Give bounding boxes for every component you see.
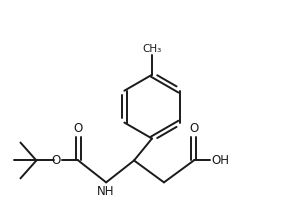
Text: CH₃: CH₃ — [142, 44, 162, 54]
Text: O: O — [189, 122, 198, 135]
Text: O: O — [51, 154, 60, 167]
Text: O: O — [74, 122, 83, 135]
Text: NH: NH — [96, 185, 114, 198]
Text: OH: OH — [212, 154, 230, 167]
